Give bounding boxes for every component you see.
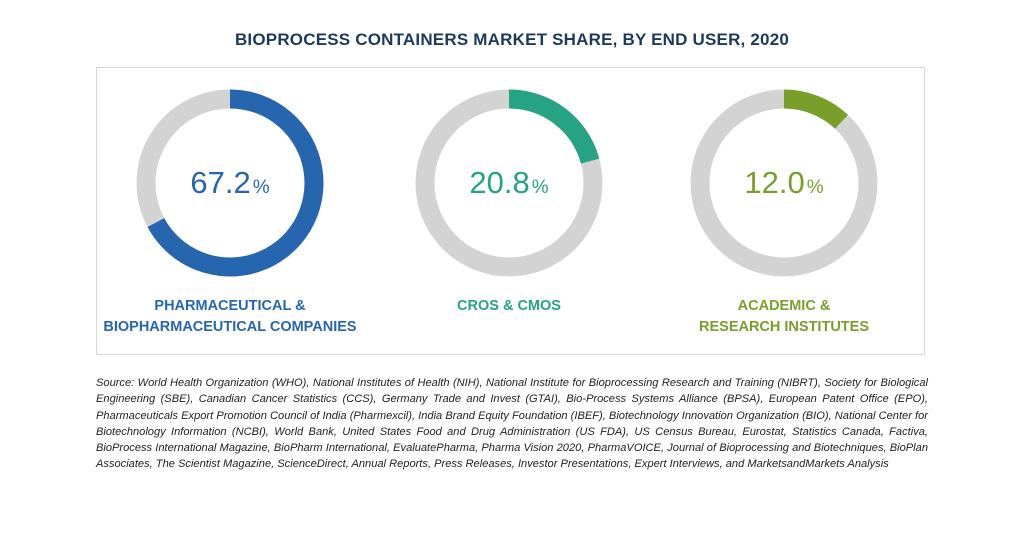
donut-label-pharma: PHARMACEUTICAL & BIOPHARMACEUTICAL COMPA… [80, 296, 380, 338]
donut-label-line: CROS & CMOS [457, 298, 561, 314]
donut-value-unit: % [806, 176, 824, 198]
donut-slice-academic [783, 89, 849, 129]
donut-slice-cros [508, 89, 600, 164]
donut-chart-cros: 20.8% [415, 89, 603, 277]
source-note: Source: World Health Organization (WHO),… [96, 377, 928, 471]
donut-svg-pharma [136, 89, 324, 277]
donut-svg-academic [690, 89, 878, 277]
donut-label-line: RESEARCH INSTITUTES [699, 319, 869, 335]
donut-svg-cros [415, 89, 603, 277]
donut-label-academic: ACADEMIC & RESEARCH INSTITUTES [634, 296, 934, 338]
donut-value-number: 67.2 [190, 165, 251, 200]
chart-title: BIOPROCESS CONTAINERS MARKET SHARE, BY E… [234, 30, 790, 49]
chart-frame [96, 67, 925, 355]
donut-value-pharma: 67.2% [136, 89, 324, 277]
donut-label-line: PHARMACEUTICAL & [154, 298, 306, 314]
donut-chart-academic: 12.0% [690, 89, 878, 277]
donut-slice-pharma [147, 89, 324, 277]
donut-value-academic: 12.0% [690, 89, 878, 277]
donut-value-number: 20.8 [469, 165, 530, 200]
donut-chart-pharma: 67.2% [136, 89, 324, 277]
donut-value-unit: % [252, 176, 270, 198]
donut-label-cros: CROS & CMOS [359, 296, 659, 317]
donut-label-line: ACADEMIC & [737, 298, 831, 314]
donut-value-unit: % [531, 176, 549, 198]
donut-value-cros: 20.8% [415, 89, 603, 277]
donut-value-number: 12.0 [744, 165, 805, 200]
donut-label-line: BIOPHARMACEUTICAL COMPANIES [103, 319, 357, 335]
